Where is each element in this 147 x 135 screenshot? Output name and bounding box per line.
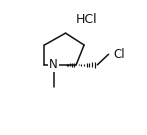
Text: HCl: HCl xyxy=(76,13,98,26)
Text: Cl: Cl xyxy=(113,48,125,61)
Text: N: N xyxy=(49,58,58,71)
